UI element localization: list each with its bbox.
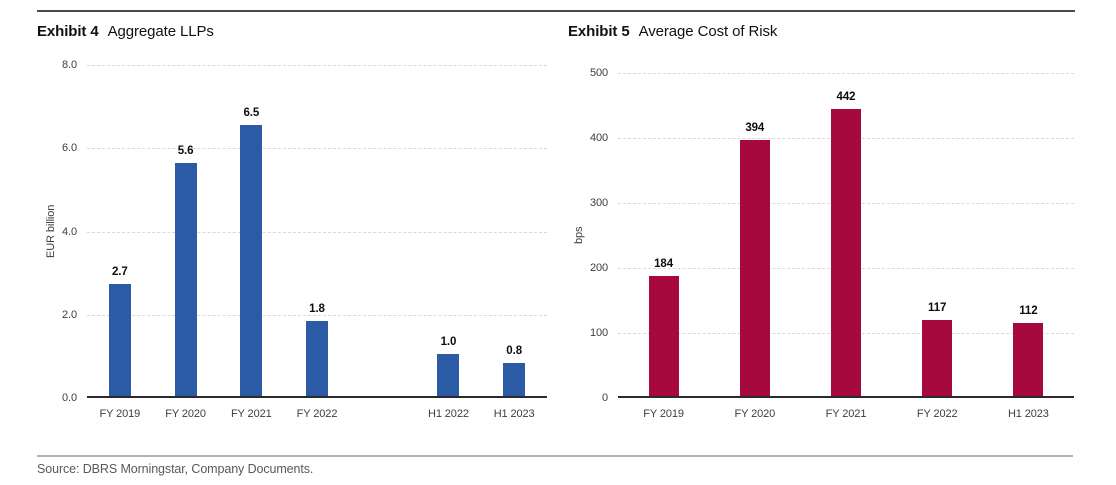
bar-h1-2022: [437, 354, 460, 396]
value-label-fy-2020: 394: [745, 122, 765, 134]
y-tick-label: 100: [589, 327, 608, 339]
plot-area: 184 394 442 117 112: [618, 73, 1074, 398]
bar-fy-2019: [108, 284, 131, 396]
x-tick-label-fy-2022: FY 2022: [916, 408, 958, 420]
value-label-fy-2021: 442: [836, 91, 856, 103]
bar-h1-2023: [503, 363, 526, 396]
x-tick-label-fy-2021: FY 2021: [230, 408, 272, 420]
chart-title-text: Average Cost of Risk: [638, 23, 778, 40]
chart-title-text: Aggregate LLPs: [107, 23, 214, 40]
value-label-fy-2022: 117: [928, 302, 947, 314]
top-divider-rule: [37, 10, 1075, 12]
chart-title: Exhibit 4 Aggregate LLPs: [37, 23, 214, 40]
bottom-divider-rule: [37, 455, 1073, 457]
bar-h1-2023: [1013, 323, 1044, 396]
bar-fy-2019: [648, 276, 679, 396]
bar-fy-2021: [240, 125, 263, 396]
value-label-fy-2022: 1.8: [309, 303, 325, 315]
y-tick-label: 500: [589, 67, 608, 79]
x-tick-label-fy-2020: FY 2020: [734, 408, 776, 420]
chart-title: Exhibit 5 Average Cost of Risk: [568, 23, 777, 40]
bar-fy-2021: [831, 109, 861, 396]
y-tick-label: 4.0: [62, 225, 77, 238]
y-tick-label: 300: [589, 197, 608, 209]
x-tick-label-fy-2019: FY 2019: [643, 408, 684, 420]
bar-fy-2022: [922, 320, 953, 396]
gridline: [87, 231, 547, 233]
x-tick-label-fy-2022: FY 2022: [296, 408, 338, 420]
exhibit-4-chart: Exhibit 4 Aggregate LLPs EUR billion 2.7 5…: [37, 18, 553, 443]
y-tick-label: 200: [589, 262, 608, 274]
value-label-h1-2023: 112: [1019, 305, 1038, 317]
y-axis-label: bps: [573, 226, 585, 245]
x-tick-label-h1-2023: H1 2023: [1007, 408, 1049, 420]
gridline: [87, 65, 547, 66]
y-tick-label: 400: [589, 132, 608, 144]
y-tick-label: 6.0: [62, 142, 77, 155]
value-label-fy-2019: 2.7: [112, 266, 128, 278]
value-label-fy-2019: 184: [654, 258, 674, 270]
y-tick-label: 0.0: [62, 392, 77, 404]
x-tick-label-fy-2019: FY 2019: [99, 408, 141, 420]
y-tick-label: 2.0: [62, 308, 77, 321]
bar-fy-2020: [174, 163, 197, 396]
x-tick-label-h1-2022: H1 2022: [427, 408, 469, 420]
x-tick-label-fy-2020: FY 2020: [165, 408, 206, 420]
x-tick-label-fy-2021: FY 2021: [825, 408, 867, 420]
value-label-h1-2022: 1.0: [440, 336, 457, 348]
bar-fy-2022: [306, 321, 328, 396]
plot-area: 2.7 5.6 6.5 1.8 1.0 0.8: [87, 65, 547, 398]
x-tick-label-h1-2023: H1 2023: [493, 408, 535, 420]
value-label-fy-2021: 6.5: [243, 107, 260, 119]
bar-fy-2020: [739, 140, 770, 396]
y-tick-label: 0: [601, 392, 608, 404]
exhibit-label: Exhibit 4: [37, 23, 99, 40]
gridline: [87, 314, 547, 316]
gridline: [87, 148, 547, 150]
gridline: [618, 73, 1074, 74]
exhibit-5-chart: Exhibit 5 Average Cost of Risk bps 184 394…: [568, 18, 1075, 443]
value-label-fy-2020: 5.6: [177, 145, 194, 157]
source-note: Source: DBRS Morningstar, Company Docume…: [37, 462, 314, 476]
exhibit-label: Exhibit 5: [568, 23, 630, 40]
y-tick-label: 8.0: [62, 59, 77, 71]
value-label-h1-2023: 0.8: [506, 345, 522, 357]
